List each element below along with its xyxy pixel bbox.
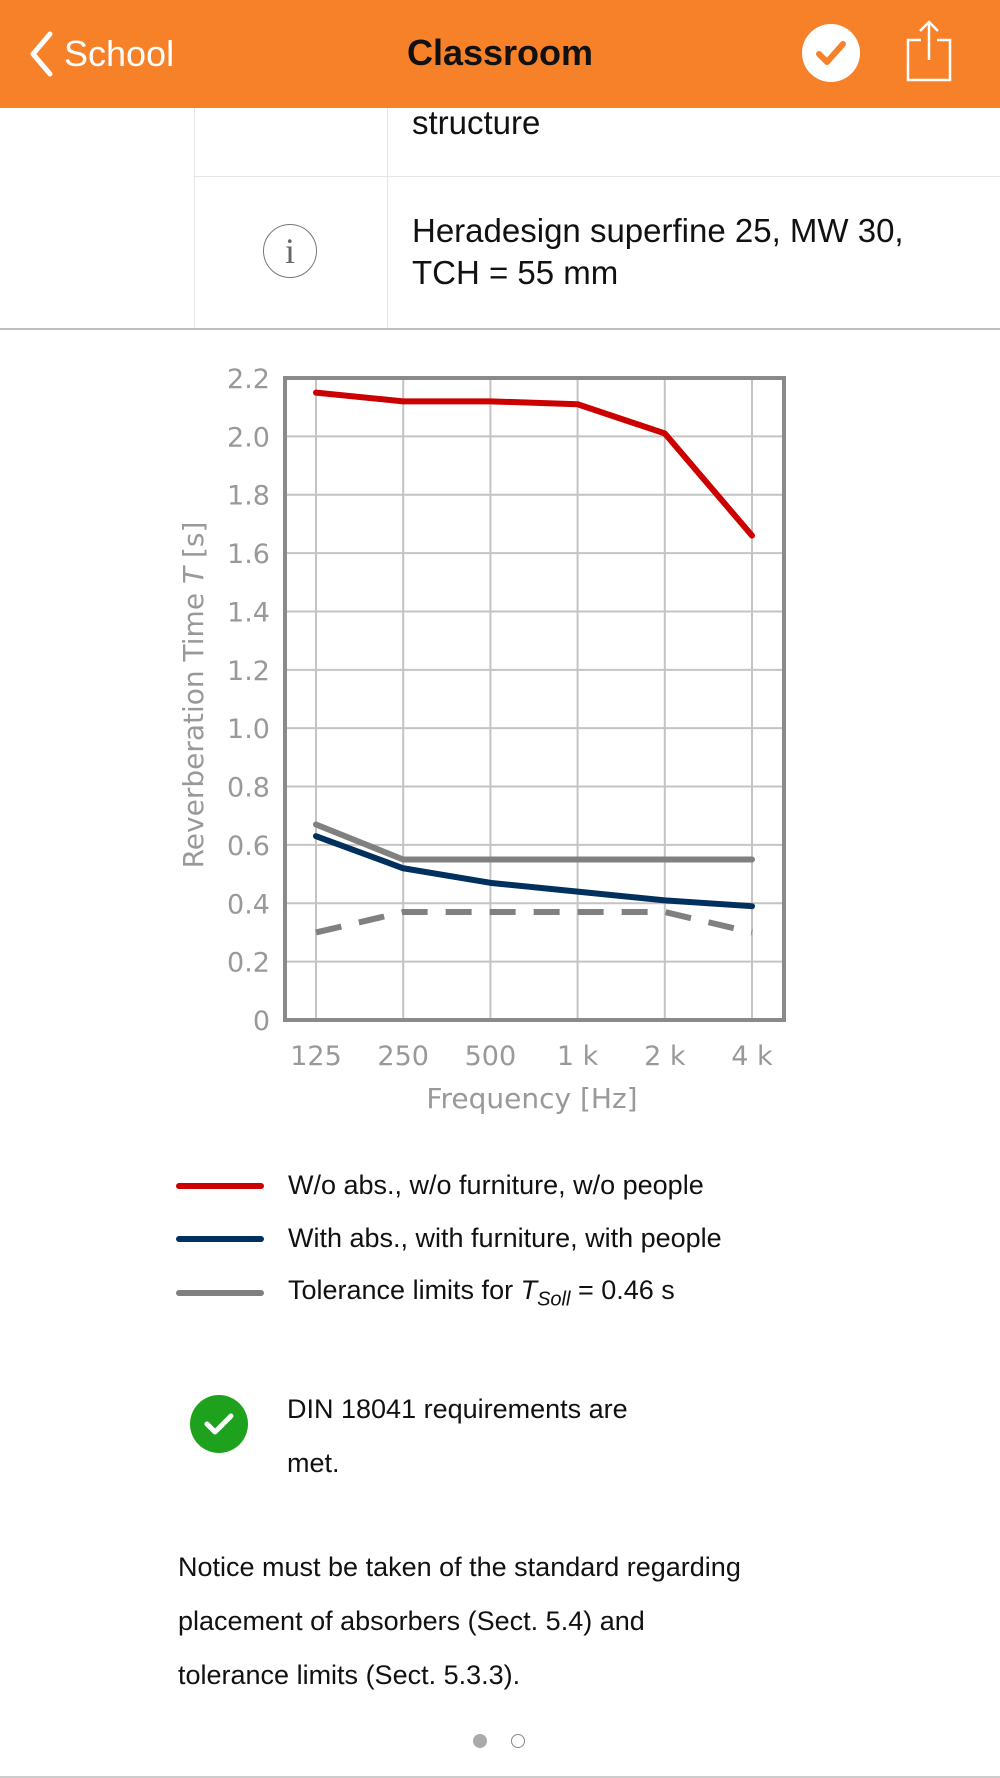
y-axis-title-unit: [s] — [177, 522, 210, 567]
x-tick-label: 125 — [290, 1041, 342, 1072]
table-cell-structure: structure — [412, 104, 541, 141]
info-glyph: i — [284, 231, 295, 271]
series-line-with-abs-with-furniture-with-people — [313, 833, 755, 910]
info-icon[interactable]: i — [263, 224, 317, 278]
y-tick-label: 1.0 — [227, 714, 270, 745]
legend-label: Tolerance limits for TSoll = 0.46 s — [288, 1275, 675, 1311]
legend-item-tolerance: Tolerance limits for TSoll = 0.46 s — [176, 1275, 675, 1311]
y-tick-label: 2.0 — [227, 422, 270, 453]
requirements-met-icon — [190, 1395, 248, 1453]
table-cell-material: Heradesign superfine 25, MW 30, TCH = 55… — [412, 210, 904, 294]
legend-label: With abs., with furniture, with people — [288, 1223, 722, 1253]
y-tick-label: 0.2 — [227, 948, 270, 979]
legend-item-without-absorbers: W/o abs., w/o furniture, w/o people — [176, 1170, 704, 1201]
checkmark-icon — [816, 41, 846, 65]
notice-line-1: Notice must be taken of the standard reg… — [178, 1552, 741, 1582]
y-tick-label: 2.2 — [227, 364, 270, 395]
legend-swatch-blue — [176, 1235, 264, 1242]
status-line-1: DIN 18041 requirements are — [287, 1394, 628, 1424]
legend-sub: Soll — [537, 1288, 571, 1311]
legend-label: W/o abs., w/o furniture, w/o people — [288, 1170, 704, 1200]
back-button[interactable]: School — [28, 26, 174, 82]
notice-line-2: placement of absorbers (Sect. 5.4) and — [178, 1606, 645, 1636]
requirements-status: DIN 18041 requirements are met. — [287, 1382, 628, 1490]
status-line-2: met. — [287, 1448, 340, 1478]
legend-swatch-gray — [176, 1290, 264, 1297]
x-tick-label: 2 k — [644, 1041, 686, 1072]
y-tick-label: 0.8 — [227, 773, 270, 804]
series-line-tolerance-limit-lower — [315, 909, 753, 936]
y-tick-label: 1.4 — [227, 597, 270, 628]
section-divider — [0, 328, 1000, 330]
notice-line-3: tolerance limits (Sect. 5.3.3). — [178, 1660, 521, 1690]
y-tick-label: 0.4 — [227, 889, 270, 920]
table-divider — [194, 108, 195, 329]
series-line-w-o-abs-w-o-furniture-w-o-people — [313, 389, 755, 539]
material-line-1: Heradesign superfine 25, MW 30, — [412, 212, 904, 249]
table-divider — [194, 176, 1000, 177]
notice-text: Notice must be taken of the standard reg… — [178, 1540, 978, 1702]
y-tick-label: 0 — [253, 1006, 270, 1037]
y-tick-label: 0.6 — [227, 831, 270, 862]
x-tick-label: 1 k — [557, 1041, 599, 1072]
table-divider — [387, 108, 388, 329]
legend-swatch-red — [176, 1182, 264, 1189]
legend-text: Tolerance limits for — [288, 1275, 521, 1305]
share-button[interactable] — [904, 18, 954, 84]
legend-item-with-absorbers: With abs., with furniture, with people — [176, 1223, 722, 1254]
page-title: Classroom — [406, 32, 594, 73]
material-line-2: TCH = 55 mm — [412, 254, 619, 291]
plot-frame — [283, 376, 786, 1022]
y-tick-label: 1.2 — [227, 656, 270, 687]
page-dot[interactable] — [511, 1734, 525, 1748]
legend-text: = 0.46 s — [570, 1275, 675, 1305]
y-axis-title-var: T — [177, 565, 210, 584]
x-tick-label: 500 — [465, 1041, 517, 1072]
reverberation-chart: 0 0.2 0.4 0.6 0.8 1.0 1.2 1.4 1.6 1.8 2.0 2.2 125 250… — [177, 364, 786, 1115]
x-tick-label: 250 — [377, 1041, 429, 1072]
share-icon — [906, 20, 952, 82]
bottom-divider — [0, 1776, 1000, 1778]
chevron-left-icon — [30, 31, 53, 77]
y-axis-title: Reverberation Time T [s] — [177, 522, 210, 869]
confirm-button[interactable] — [802, 24, 860, 82]
page-dot-active[interactable] — [473, 1734, 487, 1748]
y-tick-label: 1.8 — [227, 481, 270, 512]
y-tick-label: 1.6 — [227, 539, 270, 570]
legend-var: T — [520, 1275, 538, 1305]
x-tick-label: 4 k — [731, 1041, 773, 1072]
y-axis-title-text: Reverberation Time — [177, 584, 210, 868]
series-line-tolerance-limit-upper — [313, 821, 755, 863]
back-label: School — [64, 33, 175, 74]
x-axis-title: Frequency [Hz] — [426, 1082, 637, 1115]
